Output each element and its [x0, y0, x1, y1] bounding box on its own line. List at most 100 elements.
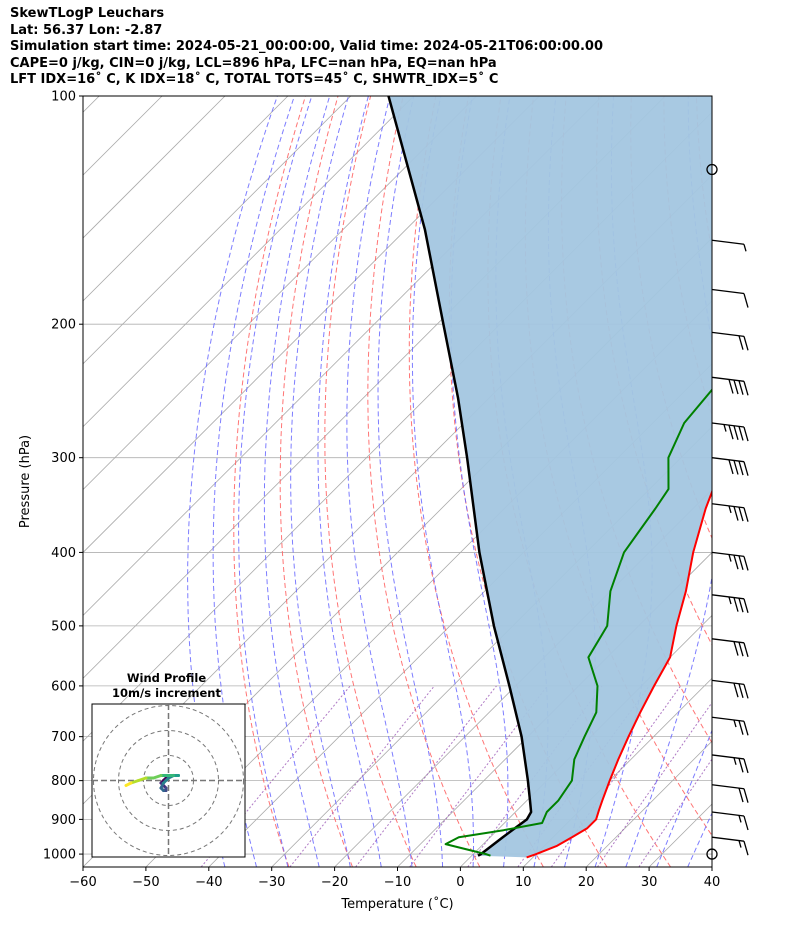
wind-barb-flag [743, 336, 749, 351]
wind-barb-flag [743, 758, 749, 774]
wind-barb [711, 716, 745, 722]
temperature-line [526, 489, 712, 859]
moist-adiabat [719, 96, 794, 867]
wind-barb-calm [706, 163, 718, 176]
dry-adiabat [233, 96, 306, 867]
y-tick-label: 600 [51, 679, 76, 694]
wind-barb-flag [733, 555, 739, 570]
isotherm-line [523, 677, 712, 867]
wind-barb-flag [733, 506, 739, 521]
location-line: Lat: 56.37 Lon: -2.87 [10, 22, 163, 38]
wind-barb [711, 288, 745, 295]
wind-barb-half [728, 554, 732, 562]
wind-barb-half [738, 815, 742, 823]
chart-header: SkewTLogP Leuchars Lat: 56.37 Lon: -2.87… [10, 6, 603, 89]
x-tick-label: −40 [195, 875, 222, 890]
wind-barb [711, 503, 745, 509]
wind-barbs [706, 163, 749, 860]
wind-barb-flag [733, 641, 739, 656]
wind-barb-flag [743, 426, 749, 442]
wind-barb-flag [733, 597, 739, 612]
x-tick-label: 0 [456, 875, 464, 890]
y-axis-label: Pressure (hPa) [18, 435, 33, 528]
wind-barb-half [728, 596, 732, 605]
wind-barb-flag [743, 815, 749, 831]
x-tick-label: −60 [69, 875, 96, 890]
isotherm-line [83, 96, 414, 428]
wind-barb-flag [738, 426, 744, 441]
x-axis-label: Temperature (˚C) [340, 896, 453, 912]
moist-adiabat [290, 96, 351, 867]
dry-adiabat [408, 96, 544, 867]
isotherm-line [83, 96, 352, 365]
dewpoint-line [444, 388, 712, 857]
wind-barb-flag [738, 683, 744, 698]
time-line: Simulation start time: 2024-05-21_00:00:… [10, 39, 603, 54]
y-tick-label: 900 [51, 813, 76, 828]
dry-adiabat [729, 96, 794, 867]
hodograph-segment [124, 781, 133, 787]
wind-barb-half [728, 505, 732, 514]
wind-barb [711, 331, 745, 337]
moist-adiabat [625, 96, 712, 867]
isotherm-line [83, 96, 226, 239]
y-tick-label: 1000 [43, 848, 76, 863]
moist-adiabat [212, 96, 295, 867]
y-tick-label: 700 [51, 730, 76, 745]
wind-barb-flag [738, 555, 744, 570]
wind-barb-half [723, 424, 727, 432]
wind-barb-flag [738, 758, 744, 773]
wind-barb-half [733, 719, 737, 728]
mixing-ratio-line [596, 701, 712, 867]
wind-barb-flag [738, 380, 744, 395]
moist-adiabat [411, 96, 474, 867]
moist-adiabat [656, 728, 712, 867]
moist-adiabat [450, 96, 509, 867]
hodograph-area [92, 704, 245, 857]
wind-barb [711, 457, 745, 463]
wind-barb-flag [743, 642, 749, 657]
x-tick-label: −30 [258, 875, 285, 890]
wind-barb-half [743, 244, 747, 252]
hodograph-title: Wind Profile [127, 671, 207, 685]
moist-adiabat [263, 96, 331, 867]
wind-barb-flag [728, 459, 734, 475]
wind-barb [711, 551, 745, 558]
wind-barb-flag [738, 598, 744, 613]
wind-barb-flag [743, 293, 749, 308]
isotherm-line [83, 96, 100, 113]
x-tick-label: −20 [321, 875, 348, 890]
wind-barb-flag [733, 425, 739, 440]
moist-adiabat [377, 96, 444, 867]
wind-barb-half [738, 840, 742, 848]
wind-barb [711, 422, 745, 428]
hodograph-inset [91, 703, 246, 858]
wind-barb-flag [738, 787, 744, 803]
wind-barb [711, 784, 745, 790]
wind-barb [711, 754, 745, 760]
wind-barb-flag [728, 379, 734, 394]
mixing-ratio-line [355, 685, 497, 867]
wind-barb [711, 239, 745, 245]
dry-adiabat [367, 96, 481, 867]
wind-barb [711, 811, 745, 817]
wind-barb [711, 638, 745, 644]
wind-barb [711, 376, 745, 382]
moist-adiabat [187, 96, 278, 867]
x-tick-label: 10 [515, 875, 532, 890]
x-tick-label: −10 [384, 875, 411, 890]
moist-adiabat [346, 96, 413, 867]
wind-barb [711, 594, 745, 600]
dry-adiabat [279, 96, 353, 867]
wind-barb-flag [738, 460, 744, 476]
x-tick-label: 30 [641, 875, 658, 890]
wind-barb-flag [738, 642, 744, 657]
isotherm-line [334, 489, 712, 867]
wind-barb-flag [743, 684, 749, 699]
y-tick-label: 100 [51, 90, 76, 105]
wind-barb-flag [728, 425, 734, 440]
wind-barb-calm [706, 848, 718, 860]
x-tick-label: 20 [578, 875, 595, 890]
isotherm-line [83, 96, 477, 491]
